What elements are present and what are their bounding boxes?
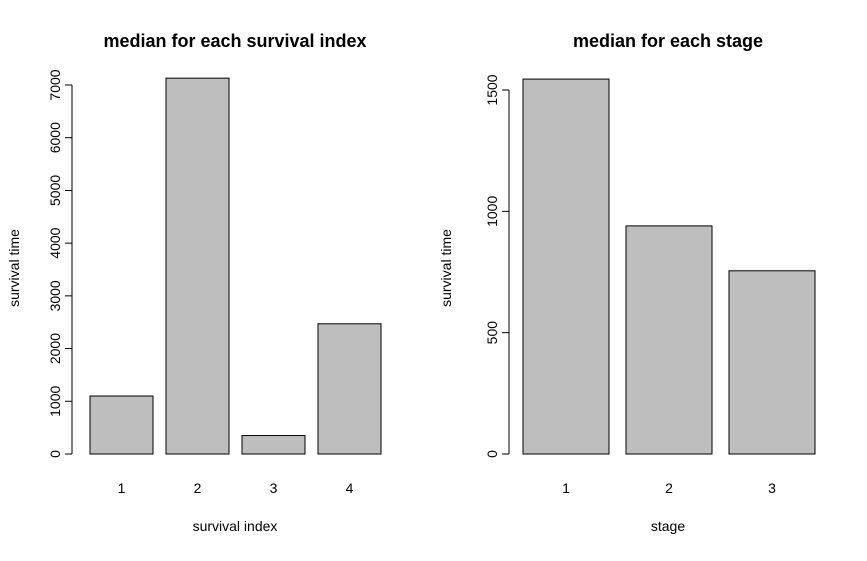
y-tick-label: 4000	[47, 227, 63, 258]
y-tick-label: 0	[47, 450, 63, 458]
y-axis-label: survival time	[6, 229, 22, 307]
y-axis-label: survival time	[438, 229, 454, 307]
x-tick-label: 1	[118, 480, 126, 496]
bar-1	[522, 78, 610, 455]
x-axis-label: stage	[651, 518, 685, 534]
bar-3	[728, 270, 816, 455]
bar-2	[625, 225, 713, 455]
bar-4	[317, 323, 382, 455]
x-tick-label: 3	[270, 480, 278, 496]
x-tick-label: 2	[665, 480, 673, 496]
chart-panel-survival-index: median for each survival index survival …	[6, 31, 382, 534]
y-tick-label: 1000	[47, 386, 63, 417]
x-tick-label: 2	[194, 480, 202, 496]
chart-panel-stage: median for each stage stage survival tim…	[438, 31, 816, 534]
y-tick-label: 1000	[484, 196, 500, 227]
y-tick-label: 5000	[47, 175, 63, 206]
chart-title: median for each survival index	[103, 31, 366, 51]
x-tick-label: 3	[768, 480, 776, 496]
bar-2	[165, 77, 230, 455]
x-tick-label: 4	[346, 480, 354, 496]
y-tick-label: 1500	[484, 74, 500, 105]
bar-3	[241, 435, 306, 455]
y-tick-label: 500	[484, 321, 500, 345]
chart-title: median for each stage	[573, 31, 763, 51]
x-axis-label: survival index	[193, 518, 278, 534]
y-tick-label: 6000	[47, 122, 63, 153]
y-tick-label: 3000	[47, 280, 63, 311]
y-tick-label: 2000	[47, 333, 63, 364]
bar-1	[89, 395, 154, 455]
y-tick-label: 0	[484, 450, 500, 458]
y-tick-label: 7000	[47, 69, 63, 100]
x-tick-label: 1	[562, 480, 570, 496]
